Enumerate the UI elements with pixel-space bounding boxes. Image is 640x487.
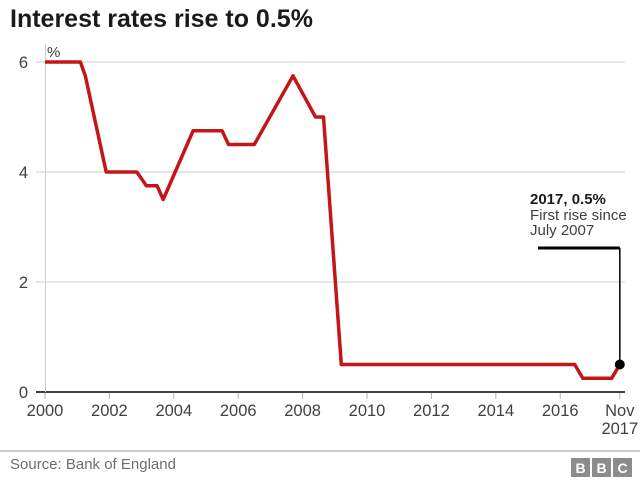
- x-tick-label: 2008: [284, 402, 321, 420]
- y-tick-label: 4: [19, 164, 28, 182]
- bbc-logo: B B C: [571, 458, 632, 477]
- y-tick-label: 2: [19, 274, 28, 292]
- y-tick-label: 0: [19, 384, 28, 402]
- x-tick-label: Nov: [605, 402, 635, 420]
- x-tick-label: 2000: [27, 402, 64, 420]
- unit-label: %: [47, 44, 60, 61]
- x-tick-label: 2004: [155, 402, 192, 420]
- y-tick-label: 6: [19, 54, 28, 72]
- x-tick-label: 2016: [542, 402, 579, 420]
- bbc-logo-letter: B: [592, 458, 611, 477]
- rate-line: [45, 60, 622, 381]
- annotation-heading: 2017, 0.5%: [530, 191, 606, 208]
- x-tick-label: 2012: [413, 402, 450, 420]
- endpoint-dot: [614, 359, 625, 370]
- x-tick-label: 2006: [220, 402, 257, 420]
- x-tick-label: 2017: [601, 420, 638, 438]
- bbc-logo-letter: C: [613, 458, 632, 477]
- x-tick-label: 2010: [349, 402, 386, 420]
- annotation-line: First rise since: [530, 206, 627, 224]
- interest-rate-line-chart: 0 2 4 6% 2000 2002 2004 2006 2008 2010 2012 2014 201…: [19, 44, 638, 438]
- page-title: Interest rates rise to 0.5%: [10, 5, 313, 33]
- x-tick-label: 2002: [91, 402, 128, 420]
- x-tick-label: 2014: [477, 402, 514, 420]
- bbc-logo-letter: B: [571, 458, 590, 477]
- annotation: 2017, 0.5% First rise since July 2007: [530, 192, 627, 239]
- footer-divider: [0, 450, 640, 452]
- annotation-line: July 2007: [530, 222, 595, 239]
- source-text: Source: Bank of England: [10, 456, 176, 473]
